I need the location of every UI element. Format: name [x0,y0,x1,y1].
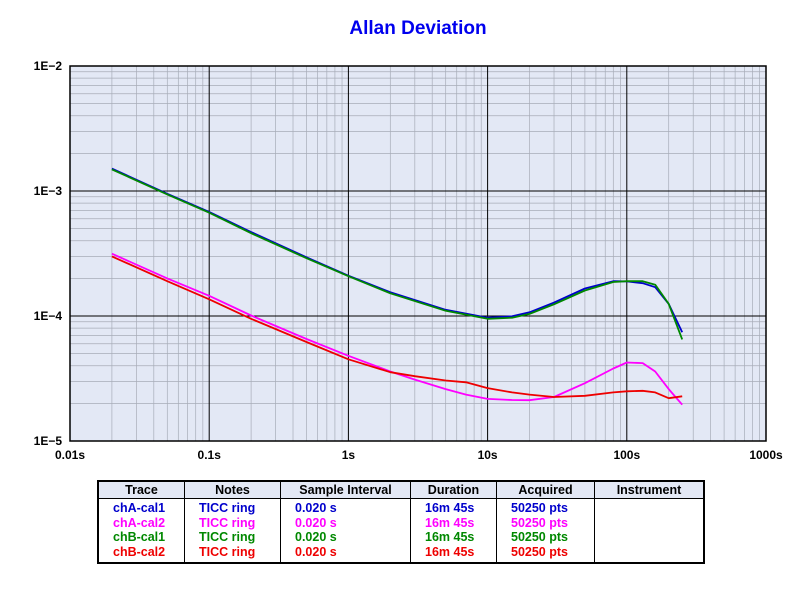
table-row: chB-cal1 TICC ring 0.020 s 16m 45s 50250… [98,530,704,545]
grid-minor [70,66,766,441]
cell-duration: 16m 45s [410,544,497,563]
cell-acquired: 50250 pts [496,515,595,530]
y-tick-label: 1E−3 [34,184,63,198]
plot-area [70,66,766,441]
cell-notes: TICC ring [184,515,281,530]
header-notes: Notes [184,481,281,499]
series-line-chA-cal1 [111,167,684,333]
cell-instrument [594,515,704,530]
x-tick-label: 100s [613,448,640,462]
table-row: chA-cal2 TICC ring 0.020 s 16m 45s 50250… [98,515,704,530]
cell-trace: chA-cal2 [113,515,166,530]
header-acquired: Acquired [496,481,595,499]
cell-acquired: 50250 pts [496,530,595,545]
series-line-chB-cal1 [111,168,684,340]
y-tick-label: 1E−5 [34,434,63,448]
y-axis-ticks: 1E−5 1E−4 1E−3 1E−2 [34,59,63,448]
cell-notes: TICC ring [184,530,281,545]
cell-trace: chB-cal2 [113,544,166,559]
cell-interval: 0.020 s [280,544,411,563]
x-tick-label: 1000s [749,448,783,462]
cell-interval: 0.020 s [280,530,411,545]
cell-instrument [594,530,704,545]
x-tick-label: 10s [478,448,498,462]
x-axis-ticks: 0.01s 0.1s 1s 10s 100s 1000s [55,448,783,462]
chart-title: Allan Deviation [349,18,487,39]
header-sample-interval: Sample Interval [280,481,411,499]
series-line-chB-cal2 [111,255,683,400]
cell-duration: 16m 45s [410,530,497,545]
cell-instrument [594,498,704,516]
trace-table: Trace Notes Sample Interval Duration Acq… [97,480,705,564]
series-line-chA-cal2 [111,252,683,406]
x-tick-label: 1s [342,448,356,462]
cell-duration: 16m 45s [410,498,497,516]
header-instrument: Instrument [594,481,704,499]
cell-trace: chB-cal1 [113,530,166,545]
x-tick-label: 0.1s [198,448,222,462]
cell-trace: chA-cal1 [113,501,166,516]
table-row: chA-cal1 TICC ring 0.020 s 16m 45s 50250… [98,498,704,516]
allan-deviation-chart: 0.01s 0.1s 1s 10s 100s 1000s 1E−5 1E−4 1E−3 1E−2 [34,59,783,462]
cell-notes: TICC ring [184,498,281,516]
header-duration: Duration [410,481,497,499]
grid-major [70,66,766,441]
cell-duration: 16m 45s [410,515,497,530]
y-tick-label: 1E−2 [34,59,63,73]
table-row: chB-cal2 TICC ring 0.020 s 16m 45s 50250… [98,544,704,563]
cell-acquired: 50250 pts [496,498,595,516]
table-header-row: Trace Notes Sample Interval Duration Acq… [98,481,704,499]
series-layer [111,167,684,406]
cell-instrument [594,544,704,563]
cell-notes: TICC ring [184,544,281,563]
x-tick-label: 0.01s [55,448,85,462]
y-tick-label: 1E−4 [34,309,63,323]
cell-acquired: 50250 pts [496,544,595,563]
plot-frame [69,65,767,442]
header-trace: Trace [98,481,185,499]
cell-interval: 0.020 s [280,515,411,530]
cell-interval: 0.020 s [280,498,411,516]
